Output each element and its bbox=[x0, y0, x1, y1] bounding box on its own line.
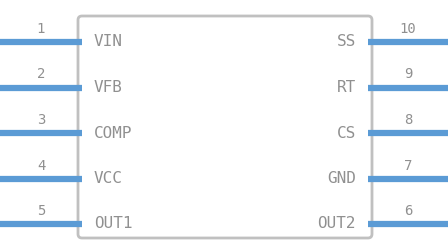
Text: 9: 9 bbox=[404, 68, 412, 81]
Text: VCC: VCC bbox=[94, 171, 123, 186]
Text: 4: 4 bbox=[37, 159, 45, 173]
Text: GND: GND bbox=[327, 171, 356, 186]
Text: 5: 5 bbox=[37, 204, 45, 218]
Text: 6: 6 bbox=[404, 204, 412, 218]
FancyBboxPatch shape bbox=[78, 16, 372, 238]
Text: OUT1: OUT1 bbox=[94, 216, 133, 232]
Text: VIN: VIN bbox=[94, 35, 123, 49]
Text: 1: 1 bbox=[37, 22, 45, 36]
Text: 3: 3 bbox=[37, 113, 45, 127]
Text: 8: 8 bbox=[404, 113, 412, 127]
Text: RT: RT bbox=[337, 80, 356, 95]
Text: COMP: COMP bbox=[94, 125, 133, 141]
Text: VFB: VFB bbox=[94, 80, 123, 95]
Text: OUT2: OUT2 bbox=[318, 216, 356, 232]
Text: 10: 10 bbox=[400, 22, 416, 36]
Text: SS: SS bbox=[337, 35, 356, 49]
Text: 2: 2 bbox=[37, 68, 45, 81]
Text: 7: 7 bbox=[404, 159, 412, 173]
Text: CS: CS bbox=[337, 125, 356, 141]
